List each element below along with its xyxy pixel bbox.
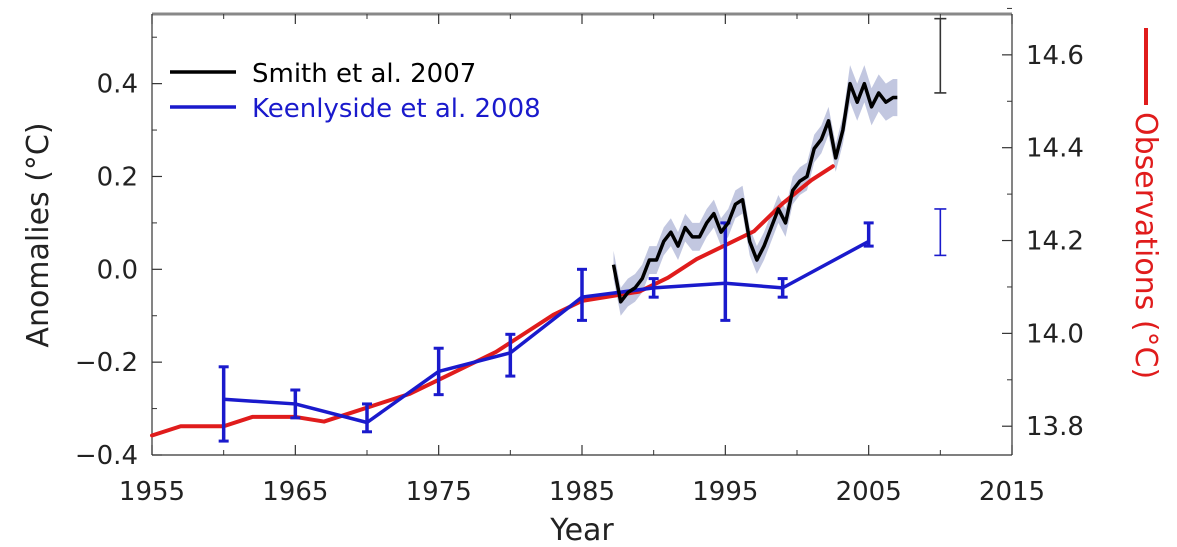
y-tick-label: −0.4 <box>75 441 138 471</box>
y2-tick-label: 14.4 <box>1026 134 1084 164</box>
x-tick-label: 1995 <box>692 477 758 507</box>
y2-tick-label: 14.2 <box>1026 227 1084 257</box>
x-tick-label: 2015 <box>979 477 1045 507</box>
y-tick-label: −0.2 <box>75 348 138 378</box>
forecast-error-bars <box>934 17 947 257</box>
legend-label-smith: Smith et al. 2007 <box>252 59 476 89</box>
smith-line <box>611 81 898 304</box>
smith-series <box>611 81 898 304</box>
x-axis-label: Year <box>549 513 614 547</box>
y-tick-label: 0.2 <box>97 162 138 192</box>
y2-axis-label: Observations (°C) <box>1128 112 1163 379</box>
y-axis-label: Anomalies (°C) <box>21 122 56 347</box>
x-tick-label: 1985 <box>549 477 615 507</box>
y-tick-label: 0.4 <box>97 70 138 100</box>
y2-tick-label: 14.0 <box>1026 319 1084 349</box>
legend: Smith et al. 2007 Keenlyside et al. 2008 <box>170 59 541 124</box>
x-tick-label: 1975 <box>406 477 472 507</box>
keenlyside-series <box>218 221 874 443</box>
x-tick-label: 2005 <box>836 477 902 507</box>
x-tick-label: 1955 <box>119 477 185 507</box>
y-axis-ticks: −0.4 −0.2 0.0 0.2 0.4 <box>75 36 162 471</box>
y2-tick-label: 14.6 <box>1026 41 1084 71</box>
y-tick-label: 0.0 <box>97 255 138 285</box>
y2-tick-label: 13.8 <box>1026 412 1084 442</box>
x-tick-label: 1965 <box>262 477 328 507</box>
keenlyside-line <box>223 239 870 425</box>
y2-axis-label-group: Observations (°C) <box>1128 28 1163 379</box>
legend-label-keenlyside: Keenlyside et al. 2008 <box>252 94 541 124</box>
x-axis-ticks: 1955 1965 1975 1985 1995 2005 2015 <box>119 14 1045 507</box>
y2-axis-ticks: 13.8 14.0 14.2 14.4 14.6 <box>1002 7 1084 442</box>
